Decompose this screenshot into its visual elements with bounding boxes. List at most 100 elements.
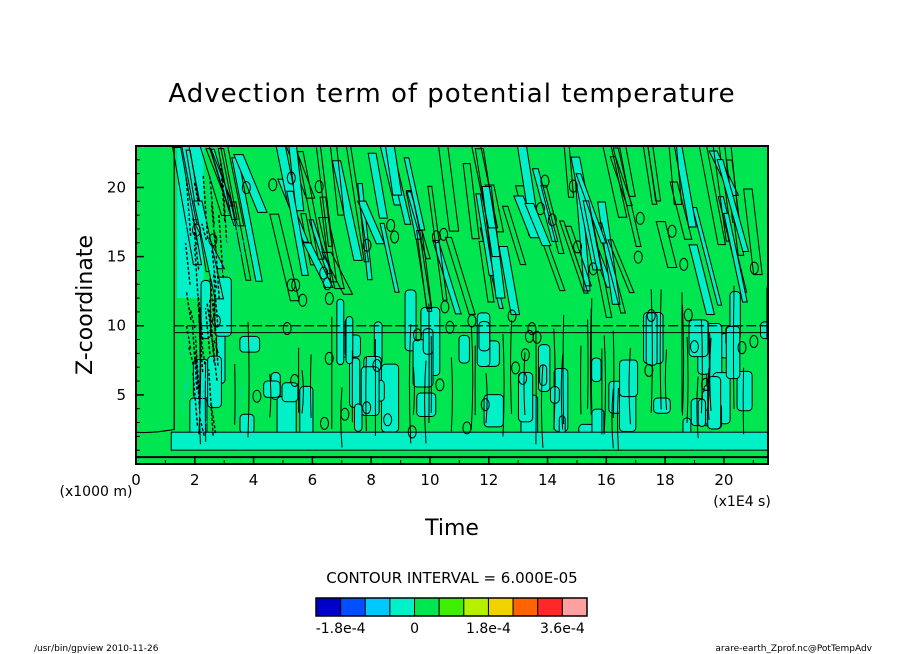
- dashed-contour: [205, 175, 213, 223]
- contour-line: [707, 367, 710, 420]
- contour-streak: [230, 201, 252, 281]
- contour-cell: [412, 328, 422, 342]
- x-tick-label: 12: [479, 471, 498, 489]
- contour-streak: [319, 196, 338, 283]
- contour-line: [209, 277, 216, 322]
- contour-line: [502, 334, 505, 437]
- contour-line: [214, 232, 220, 299]
- contour-cell: [319, 416, 329, 430]
- contour-line: [218, 214, 224, 278]
- negative-region: [281, 382, 299, 403]
- contour-field: [136, 146, 783, 459]
- contour-streak: [575, 173, 607, 244]
- contour-line: [301, 370, 304, 414]
- contour-streak: [379, 222, 400, 293]
- contour-cell: [683, 308, 693, 322]
- contour-cell: [547, 213, 557, 227]
- dashed-contour: [183, 376, 191, 400]
- dashed-contour: [222, 221, 230, 273]
- contour-streak: [558, 220, 589, 294]
- contour-line: [208, 309, 214, 348]
- negative-region: [170, 431, 768, 451]
- contour-streak: [743, 188, 763, 276]
- contour-line: [191, 324, 198, 390]
- contour-streak: [618, 146, 636, 197]
- colorbar-swatch: [537, 597, 563, 617]
- colorbar: -1.8e-4 0 1.8e-4 3.6e-4: [315, 597, 588, 637]
- negative-region: [769, 361, 783, 414]
- contour-line: [365, 356, 367, 432]
- colorbar-swatch: [438, 597, 465, 617]
- contour-cell: [445, 320, 455, 334]
- contour-line: [681, 304, 685, 416]
- negative-region: [688, 319, 709, 358]
- contour-line: [424, 360, 427, 444]
- contour-cell: [440, 300, 450, 314]
- contour-cell: [635, 211, 645, 225]
- contour-cell: [633, 250, 643, 264]
- contour-line: [202, 174, 209, 239]
- x-tick-label: 2: [190, 471, 200, 489]
- contour-streak: [668, 146, 683, 205]
- x-tick-label: 10: [420, 471, 439, 489]
- contour-line: [612, 330, 615, 419]
- contour-cell: [241, 181, 251, 195]
- contour-streak: [498, 245, 521, 316]
- y-axis-label: Z-coordinate: [73, 235, 98, 375]
- contour-streak: [172, 147, 203, 266]
- contour-line: [540, 364, 544, 448]
- contour-streak: [296, 151, 325, 260]
- contour-line: [188, 347, 195, 365]
- contour-cell: [431, 230, 441, 244]
- contour-line: [198, 364, 201, 445]
- negative-region: [336, 298, 345, 366]
- x-tick-label: 4: [249, 471, 259, 489]
- dashed-contour: [201, 418, 209, 436]
- contour-line: [185, 323, 192, 349]
- contour-line: [664, 349, 668, 410]
- contour-streak: [329, 146, 345, 216]
- contour-streak: [563, 146, 575, 198]
- contour-line: [340, 387, 343, 448]
- dashed-contour: [182, 363, 190, 410]
- contour-cell: [407, 425, 417, 439]
- contour-cell: [439, 227, 449, 241]
- negative-region: [517, 372, 534, 423]
- contour-streak: [607, 239, 635, 294]
- contour-line: [485, 373, 488, 424]
- contour-line: [208, 174, 215, 225]
- contour-cell: [588, 262, 598, 276]
- contour-interval-text: CONTOUR INTERVAL = 6.000E-05: [326, 569, 577, 587]
- y-tick-label: 20: [107, 178, 126, 196]
- colorbar-swatch: [463, 597, 489, 617]
- contour-cell: [524, 329, 534, 343]
- contour-streak: [475, 193, 495, 276]
- contour-cell: [689, 340, 699, 354]
- colorbar-swatch: [364, 597, 391, 617]
- contour-streak: [691, 206, 723, 306]
- colorbar-swatch: [487, 597, 514, 617]
- contour-line: [193, 181, 200, 206]
- contour-streak: [596, 222, 627, 314]
- colorbar-label: -1.8e-4: [316, 621, 366, 637]
- negative-region: [239, 335, 261, 353]
- contour-line: [212, 299, 219, 366]
- contour-line: [201, 223, 208, 241]
- y-axis: 5 10 15 20: [107, 159, 144, 451]
- contour-cell: [322, 277, 332, 291]
- contour-cell: [644, 363, 654, 377]
- contour-streak: [462, 163, 480, 240]
- negative-region: [353, 403, 363, 432]
- contour-cell: [467, 314, 477, 328]
- contour-streak: [432, 240, 462, 315]
- contour-streak: [315, 146, 334, 247]
- contour-cell: [324, 292, 334, 306]
- contour-line: [659, 289, 662, 410]
- contour-streak: [474, 148, 501, 258]
- x-unit-label: (x1E4 s): [713, 494, 771, 510]
- contour-line: [199, 333, 206, 365]
- dashed-contour: [182, 332, 190, 356]
- negative-region: [200, 279, 212, 339]
- negative-region: [239, 413, 255, 434]
- y-tick-label: 15: [107, 248, 126, 266]
